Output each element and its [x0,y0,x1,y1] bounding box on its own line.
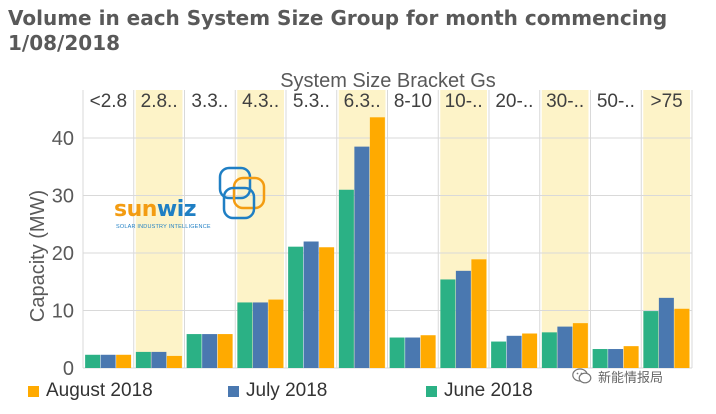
highlight-band [541,90,589,368]
bar [319,247,335,368]
bar [186,334,202,368]
x-tick-label: 4.3.. [242,91,279,112]
y-tick-label: 0 [63,358,74,380]
bar [389,337,405,368]
bar [151,351,167,368]
x-tick-labels: <2.8 2.8.. 3.3.. 4.3.. 5.3.. 6.3.. 8-10 10-.. 20… [90,91,683,112]
sunwiz-rings-icon [218,166,266,220]
bar [522,333,538,368]
bar [623,346,639,368]
y-tick-label: 20 [52,243,74,265]
bar [288,246,304,368]
bar [592,349,608,368]
bar [116,354,132,368]
x-tick-label: >75 [651,91,683,112]
x-tick-label: 2.8.. [141,91,178,112]
bar [541,332,557,368]
bar [658,297,674,368]
y-tick-label: 30 [52,186,74,208]
legend-swatch [426,385,437,397]
legend-label: August 2018 [46,380,153,401]
bar [338,189,354,368]
watermark: 新能情报局 [572,364,663,388]
bar [85,354,101,368]
bar [369,117,385,368]
bar [202,334,218,368]
x-tick-label: 50-.. [597,91,635,112]
bar [674,308,690,368]
bar [252,302,268,368]
bar [455,270,471,368]
bar [303,241,319,368]
bar [506,335,522,368]
x-tick-label: 30-.. [546,91,584,112]
x-tick-label: 20-.. [495,91,533,112]
x-axis-label: System Size Bracket Gs [280,70,496,92]
y-tick-label: 10 [52,301,74,323]
bar [100,354,116,368]
sunwiz-wordmark: sunwiz [114,197,197,222]
bars [85,117,690,368]
bar [420,335,436,368]
bar [643,311,659,368]
bar [268,299,284,368]
bar [237,302,253,368]
bar [557,326,573,368]
x-tick-label: 6.3.. [344,91,381,112]
x-tick-label: <2.8 [90,91,128,112]
x-tick-label: 3.3.. [191,91,228,112]
legend-swatch [28,385,39,397]
legend: August 2018 July 2018 June 2018 [28,376,588,406]
wechat-icon [572,368,592,384]
page-title: Volume in each System Size Group for mon… [8,6,668,55]
bar [217,334,233,368]
legend-item-july: July 2018 [228,376,327,406]
legend-swatch [228,385,239,397]
highlight-band [135,90,183,368]
gridlines [82,90,693,369]
sunwiz-logo: sunwiz SOLAR INDUSTRY INTELLIGENCE [114,164,274,234]
x-tick-label: 5.3.. [293,91,330,112]
watermark-text: 新能情报局 [598,369,664,385]
bar [491,341,507,368]
y-tick-labels: 0 10 20 30 40 [52,128,74,380]
x-tick-label: 10-.. [445,91,483,112]
y-tick-label: 40 [52,128,74,150]
legend-item-august: August 2018 [28,376,153,406]
bar [471,259,487,368]
bar [166,355,182,368]
bar [135,351,151,368]
bar [572,323,588,368]
sunwiz-tagline: SOLAR INDUSTRY INTELLIGENCE [116,224,211,230]
bar [405,337,421,368]
legend-label: June 2018 [444,380,533,401]
bar [440,279,456,368]
bar [354,146,370,368]
y-axis-label: Capacity (MW) [27,190,49,322]
bar [608,349,624,368]
legend-label: July 2018 [246,380,328,401]
x-tick-label: 8-10 [394,91,432,112]
legend-item-june: June 2018 [426,376,533,406]
